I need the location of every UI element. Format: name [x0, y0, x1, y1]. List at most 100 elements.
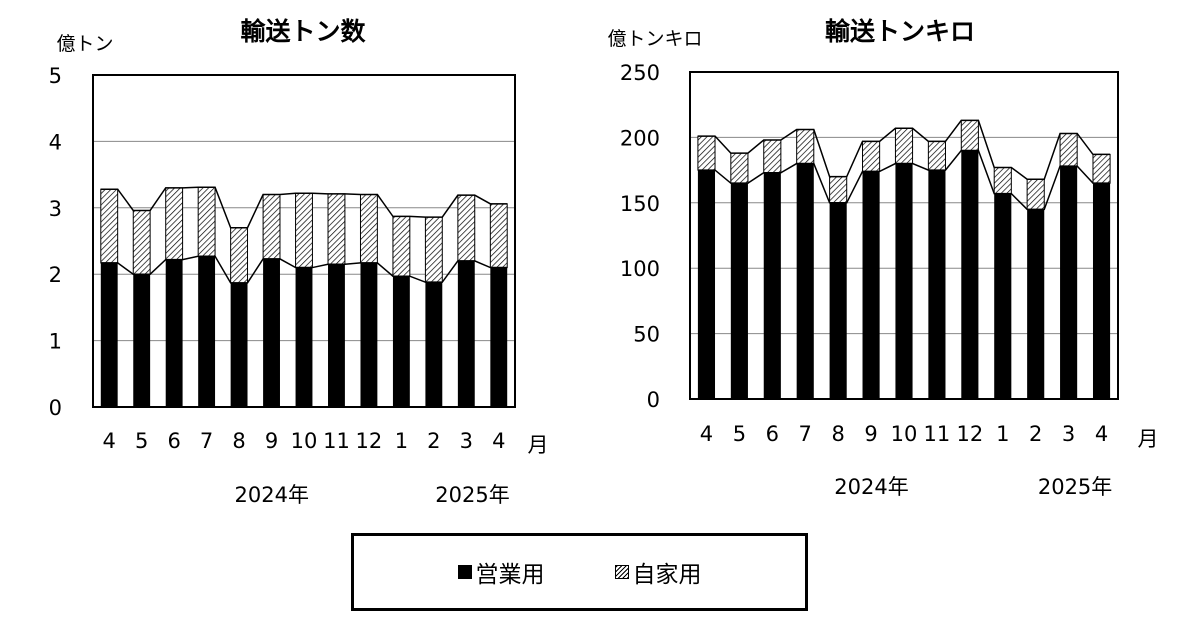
bar-private — [763, 139, 782, 174]
bar-private — [327, 193, 346, 265]
x-tick-label: 1 — [395, 429, 408, 453]
y-tick-label: 3 — [49, 197, 62, 221]
bar-private — [359, 194, 378, 264]
bar-private — [993, 166, 1012, 195]
y-tick-label: 50 — [633, 323, 660, 347]
y-tick-label: 150 — [620, 192, 660, 216]
legend-label-private: 自家用 — [632, 562, 702, 588]
x-tick-label: 4 — [492, 429, 505, 453]
x-tick-label: 7 — [200, 429, 213, 453]
bar-commercial — [796, 163, 814, 399]
bar-private — [697, 135, 716, 171]
x-tick-label: 9 — [864, 422, 877, 446]
x-tick-label: 10 — [291, 429, 318, 453]
y-tick-label: 0 — [49, 396, 62, 420]
bar-commercial — [730, 183, 748, 399]
x-axis-unit-label: 月 — [1138, 427, 1159, 451]
y-tick-label: 100 — [620, 257, 660, 281]
bar-commercial — [295, 267, 313, 407]
bar-private — [165, 187, 184, 261]
bar-private — [1092, 153, 1111, 184]
bar-commercial — [697, 170, 716, 399]
y-tick-label: 5 — [49, 64, 62, 88]
series-line-total — [100, 186, 508, 229]
bar-private — [295, 192, 313, 269]
bar-commercial — [360, 262, 378, 407]
bar-commercial — [165, 259, 183, 407]
x-tick-label: 2 — [1029, 422, 1042, 446]
bar-commercial — [198, 256, 216, 407]
bar-private — [894, 127, 914, 165]
bar-private — [100, 188, 119, 264]
year-label: 2024年 — [235, 483, 309, 507]
year-label: 2025年 — [435, 483, 509, 507]
y-tick-label: 0 — [647, 388, 660, 412]
bar-commercial — [1092, 183, 1111, 399]
y-tick-label: 250 — [620, 61, 660, 85]
x-axis-unit-label: 月 — [528, 433, 549, 457]
series-line-commercial — [100, 255, 508, 284]
legend-item-commercial: 営業用 — [457, 555, 545, 589]
bar-private — [392, 215, 411, 277]
x-tick-label: 6 — [766, 422, 779, 446]
bar-commercial — [961, 150, 979, 399]
x-tick-label: 11 — [323, 429, 350, 453]
x-tick-label: 10 — [891, 422, 918, 446]
bar-private — [1059, 132, 1078, 167]
legend-label-commercial: 営業用 — [475, 562, 545, 588]
x-tick-label: 1 — [996, 422, 1009, 446]
x-tick-label: 11 — [924, 422, 951, 446]
year-label: 2024年 — [834, 475, 908, 499]
bar-private — [424, 216, 443, 283]
y-tick-label: 2 — [49, 263, 62, 287]
bar-private — [960, 119, 979, 151]
bar-commercial — [1060, 166, 1078, 399]
bar-private — [730, 152, 749, 184]
bar-commercial — [263, 258, 280, 407]
x-tick-label: 4 — [700, 422, 713, 446]
x-tick-label: 6 — [167, 429, 180, 453]
chart-transport-ton-km: 輸送トンキロ 億トンキロ 0 50 100 150 200 250 4 5 6 7 8 9 10 11 12 1 2… — [600, 0, 1200, 520]
chart-title: 輸送トンキロ — [825, 17, 975, 46]
bar-private — [927, 140, 946, 171]
legend-swatch-commercial — [457, 565, 472, 579]
x-tick-label: 9 — [265, 429, 278, 453]
bar-private — [262, 194, 281, 260]
x-tick-label: 12 — [956, 422, 983, 446]
x-tick-label: 5 — [733, 422, 746, 446]
bar-commercial — [328, 264, 345, 407]
bar-private — [230, 227, 249, 284]
x-tick-label: 2 — [427, 429, 440, 453]
bar-commercial — [100, 262, 118, 407]
y-tick-label: 1 — [49, 330, 62, 354]
bar-commercial — [1027, 209, 1045, 399]
bar-private — [132, 209, 151, 275]
bar-commercial — [763, 172, 781, 399]
y-axis-unit-label: 億トンキロ — [607, 28, 702, 50]
bar-private — [862, 140, 881, 172]
y-tick-label: 200 — [620, 126, 660, 150]
bar-commercial — [425, 282, 443, 407]
bar-commercial — [829, 202, 847, 399]
bar-commercial — [994, 193, 1012, 399]
bar-private — [829, 176, 848, 204]
x-tick-label: 4 — [1095, 422, 1108, 446]
x-tick-label: 12 — [356, 429, 383, 453]
bar-private — [197, 186, 216, 257]
x-tick-label: 7 — [799, 422, 812, 446]
x-tick-label: 3 — [1062, 422, 1075, 446]
x-tick-label: 3 — [460, 429, 473, 453]
series-line-total — [697, 119, 1111, 181]
bar-commercial — [392, 276, 410, 407]
chart-transport-tonnage: 輸送トン数 億トン 0 1 2 3 4 5 4 5 6 7 8 9 10 11 12 1 2 3 4 月 2024年 2025… — [0, 0, 600, 520]
y-tick-label: 4 — [49, 130, 62, 154]
x-tick-label: 8 — [831, 422, 844, 446]
chart-title: 輸送トン数 — [240, 17, 366, 46]
year-label: 2025年 — [1038, 475, 1112, 499]
bar-commercial — [862, 171, 880, 399]
plot-area-border — [689, 71, 1119, 400]
bar-private — [796, 129, 815, 165]
legend: 営業用 自家用 — [351, 533, 808, 611]
